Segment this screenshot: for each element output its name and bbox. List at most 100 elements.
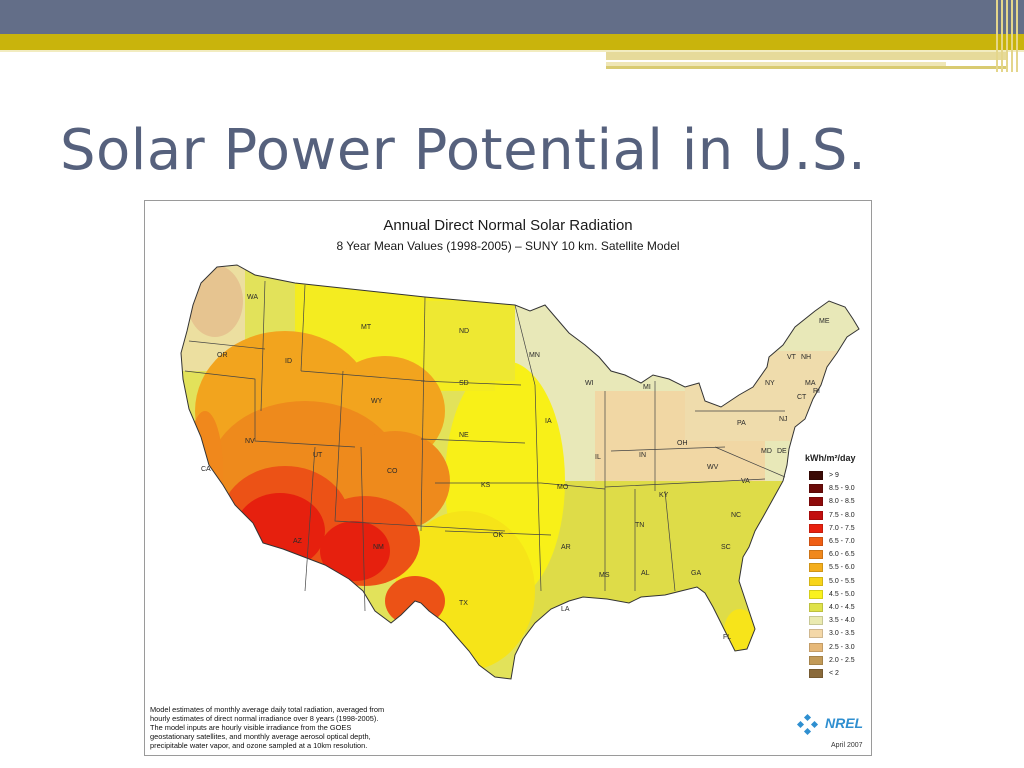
state-label: MO: [557, 484, 569, 491]
legend-swatch: [809, 484, 823, 494]
state-label: NJ: [779, 416, 788, 423]
state-label: NV: [245, 438, 255, 445]
legend-label: 2.0 - 2.5: [829, 656, 855, 664]
state-label: NY: [765, 380, 775, 387]
header-accent-bar: [606, 52, 1006, 60]
legend-swatch: [809, 616, 823, 626]
legend-swatch: [809, 523, 823, 533]
us-map: WA OR CA NV ID MT WY UT AZ CO NM ND SD N…: [180, 264, 860, 680]
state-label: WV: [707, 464, 719, 471]
state-label: TN: [635, 522, 644, 529]
legend-item: 3.0 - 3.5: [809, 627, 855, 640]
state-label: TX: [459, 600, 468, 607]
legend-item: 4.0 - 4.5: [809, 601, 855, 614]
state-label: WY: [371, 398, 383, 405]
state-label: MA: [805, 380, 816, 387]
legend-swatch: [809, 602, 823, 612]
state-label: CA: [201, 466, 211, 473]
footnote-line: Model estimates of monthly average daily…: [150, 705, 385, 714]
legend-label: 4.0 - 4.5: [829, 603, 855, 611]
legend-item: 7.5 - 8.0: [809, 509, 855, 522]
legend-label: 8.5 - 9.0: [829, 485, 855, 493]
slide-title: Solar Power Potential in U.S.: [60, 118, 867, 183]
header-accent-bar: [606, 62, 946, 66]
map-date: April 2007: [831, 742, 863, 749]
nrel-logo-icon: [796, 713, 819, 736]
state-label: IL: [595, 454, 601, 461]
header-band-gold: [0, 34, 1024, 50]
legend-label: 6.0 - 6.5: [829, 551, 855, 559]
state-label: ND: [459, 328, 469, 335]
state-label: NE: [459, 432, 469, 439]
legend-item: 2.5 - 3.0: [809, 640, 855, 653]
legend-swatch: [809, 471, 823, 481]
legend-label: 3.0 - 3.5: [829, 630, 855, 638]
legend-title: kWh/m²/day: [805, 453, 856, 463]
legend-swatch: [809, 629, 823, 639]
legend-swatch: [809, 576, 823, 586]
state-label: AR: [561, 544, 571, 551]
legend-swatch: [809, 655, 823, 665]
footnote-line: geostationary satellites, and monthly av…: [150, 732, 371, 741]
state-label: UT: [313, 452, 323, 459]
state-label: KY: [659, 492, 669, 499]
legend-label: 4.5 - 5.0: [829, 590, 855, 598]
state-label: OK: [493, 532, 503, 539]
nrel-logo-text: NREL: [825, 715, 864, 731]
legend-item: < 2: [809, 667, 855, 680]
header-band-dark: [0, 0, 1024, 34]
legend-swatch: [809, 563, 823, 573]
state-label: MD: [761, 448, 772, 455]
legend-item: 5.0 - 5.5: [809, 575, 855, 588]
state-label: IN: [639, 452, 646, 459]
state-label: MI: [643, 384, 651, 391]
state-label: LA: [561, 606, 570, 613]
legend-label: 3.5 - 4.0: [829, 617, 855, 625]
legend-label: > 9: [829, 472, 839, 480]
footnote-line: hourly estimates of direct normal irradi…: [150, 714, 379, 723]
state-label: MN: [529, 352, 540, 359]
state-label: SC: [721, 544, 731, 551]
header-corner-lines: [992, 0, 1024, 72]
map-subtitle: 8 Year Mean Values (1998-2005) – SUNY 10…: [336, 239, 680, 253]
header-accent-bar: [606, 66, 1006, 69]
state-label: KS: [481, 482, 491, 489]
legend-swatch: [809, 668, 823, 678]
state-label: WI: [585, 380, 594, 387]
state-label: IA: [545, 418, 552, 425]
state-label: NH: [801, 354, 811, 361]
legend-label: 8.0 - 8.5: [829, 498, 855, 506]
state-label: RI: [813, 388, 820, 395]
state-label: VA: [741, 478, 750, 485]
legend-item: 6.5 - 7.0: [809, 535, 855, 548]
legend-item: 2.0 - 2.5: [809, 654, 855, 667]
state-label: MT: [361, 324, 372, 331]
legend-label: 2.5 - 3.0: [829, 643, 855, 651]
state-label: OH: [677, 440, 688, 447]
legend-item: 4.5 - 5.0: [809, 588, 855, 601]
legend-swatch: [809, 510, 823, 520]
state-label: ID: [285, 358, 292, 365]
map-footnote: Model estimates of monthly average daily…: [150, 705, 410, 750]
state-label: ME: [819, 318, 830, 325]
state-label: VT: [787, 354, 797, 361]
state-label: SD: [459, 380, 469, 387]
legend-swatch: [809, 589, 823, 599]
legend-swatch: [809, 550, 823, 560]
legend-swatch: [809, 497, 823, 507]
legend-label: 7.0 - 7.5: [829, 524, 855, 532]
map-title: Annual Direct Normal Solar Radiation: [383, 217, 633, 234]
legend-swatch: [809, 537, 823, 547]
legend-swatch: [809, 642, 823, 652]
state-label: OR: [217, 352, 228, 359]
legend-item: 3.5 - 4.0: [809, 614, 855, 627]
state-label: FL: [723, 634, 731, 641]
state-label: NM: [373, 544, 384, 551]
footnote-line: The model inputs are hourly visible irra…: [150, 723, 352, 732]
legend: > 9 8.5 - 9.0 8.0 - 8.5 7.5 - 8.0 7.0 - 7.5 6…: [809, 469, 855, 680]
footnote-line: precipitable water vapor, and ozone samp…: [150, 741, 368, 750]
solar-map-figure: Annual Direct Normal Solar Radiation 8 Y…: [144, 200, 872, 756]
legend-item: > 9: [809, 469, 855, 482]
state-label: MS: [599, 572, 610, 579]
state-labels: WA OR CA NV ID MT WY UT AZ CO NM ND SD N…: [201, 294, 830, 641]
